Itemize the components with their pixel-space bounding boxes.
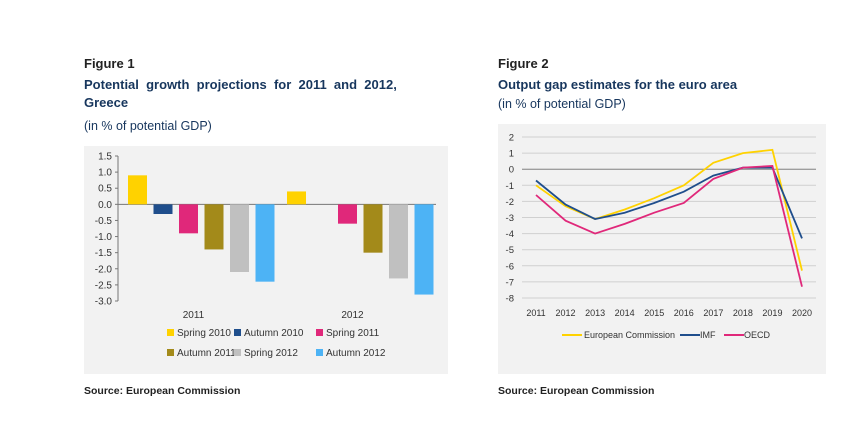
legend-swatch [234,349,241,356]
x-tick-label: 2011 [526,308,545,318]
bar-spring-2010-2012 [287,191,306,205]
bar-spring-2010-2011 [128,175,147,205]
y-tick-label: -6 [506,261,514,272]
figure1-chart-panel: 1.5 1.0 0.5 0.0 -0.5 -1.0 -1.5 -2.0 -2.5 -3.0 2011… [84,146,448,374]
figure1-title-line1: Potential growth projections for 2011 an… [84,77,397,92]
legend-swatch [316,349,323,356]
legend-label: Spring 2011 [326,328,380,339]
x-tick-label: 2014 [615,308,635,318]
y-tick-label: 0 [509,165,514,176]
legend-swatch [234,329,241,336]
legend-label: Autumn 2010 [244,328,304,339]
x-tick-label: 2012 [556,308,576,318]
x-tick-label: 2013 [585,308,605,318]
legend-swatch [316,329,323,336]
figure1-title: Potential growth projections for 2011 an… [84,76,436,112]
figure1-label: Figure 1 [84,56,135,71]
bar-autumn-2012-2012 [414,204,434,295]
y-tick-label: -2.5 [95,280,113,291]
x-tick-label: 2020 [792,308,812,318]
figure2-subtitle: (in % of potential GDP) [498,97,626,111]
figure2-line-chart: 2 1 0 -1 -2 -3 -4 -5 -6 -7 -8 2011 2012 2013 2014 2015 2… [506,133,816,340]
bar-spring-2012-2012 [389,204,408,279]
y-tick-label: 0.5 [98,184,112,195]
x-tick-label: 2012 [341,310,364,321]
figure2-label: Figure 2 [498,56,549,71]
x-tick-label: 2015 [644,308,664,318]
y-tick-label: -1.5 [95,248,113,259]
bar-spring-2011-2012 [338,204,357,224]
x-tick-label: 2016 [674,308,694,318]
figure2-title: Output gap estimates for the euro area [498,77,738,92]
bar-spring-2011-2011 [179,204,198,234]
y-tick-label: 1.0 [98,168,112,179]
bar-autumn-2011-2012 [363,204,383,253]
x-tick-label: 2011 [183,310,205,321]
line-series-imf [535,166,803,239]
line-series-oecd [535,165,803,287]
y-tick-label: -5 [506,245,514,256]
y-tick-label: -0.5 [95,216,113,227]
x-tick-label: 2017 [703,308,723,318]
legend-swatch [167,349,174,356]
x-tick-label: 2018 [733,308,753,318]
y-tick-label: -2.0 [95,264,113,275]
bar-autumn-2012-2011 [255,204,275,282]
bar-autumn-2011-2011 [204,204,224,250]
x-tick-label: 2019 [762,308,782,318]
figure2-chart-panel: 2 1 0 -1 -2 -3 -4 -5 -6 -7 -8 2011 2012 2013 2014 2015 2… [498,124,826,374]
legend-swatch [167,329,174,336]
y-tick-label: -8 [506,294,514,305]
legend-label: OECD [744,330,771,340]
figure1-title-line2: Greece [84,95,129,110]
bar-autumn-2010-2011 [153,204,173,214]
legend-label: European Commission [584,330,675,340]
figure1-source: Source: European Commission [84,385,241,397]
figure2-source: Source: European Commission [498,385,655,397]
y-tick-label: 0.0 [98,200,112,211]
y-tick-label: 2 [509,133,514,144]
legend-label: Spring 2012 [244,348,298,359]
legend-label: Autumn 2012 [326,348,386,359]
legend-label: IMF [700,330,716,340]
y-tick-label: -2 [506,197,514,208]
y-tick-label: -3.0 [95,297,113,308]
y-tick-label: -3 [506,213,514,224]
y-tick-label: -1 [506,181,514,192]
figure1-bar-chart: 1.5 1.0 0.5 0.0 -0.5 -1.0 -1.5 -2.0 -2.5 -3.0 2011… [95,152,436,359]
legend-label: Spring 2010 [177,328,231,339]
y-tick-label: 1 [509,149,514,160]
figure1-subtitle: (in % of potential GDP) [84,119,212,133]
y-tick-label: -7 [506,277,514,288]
bar-spring-2012-2011 [230,204,249,272]
y-tick-label: -4 [506,229,514,240]
legend-label: Autumn 2011 [177,348,236,359]
y-tick-label: -1.0 [95,232,113,243]
y-tick-label: 1.5 [98,152,112,163]
